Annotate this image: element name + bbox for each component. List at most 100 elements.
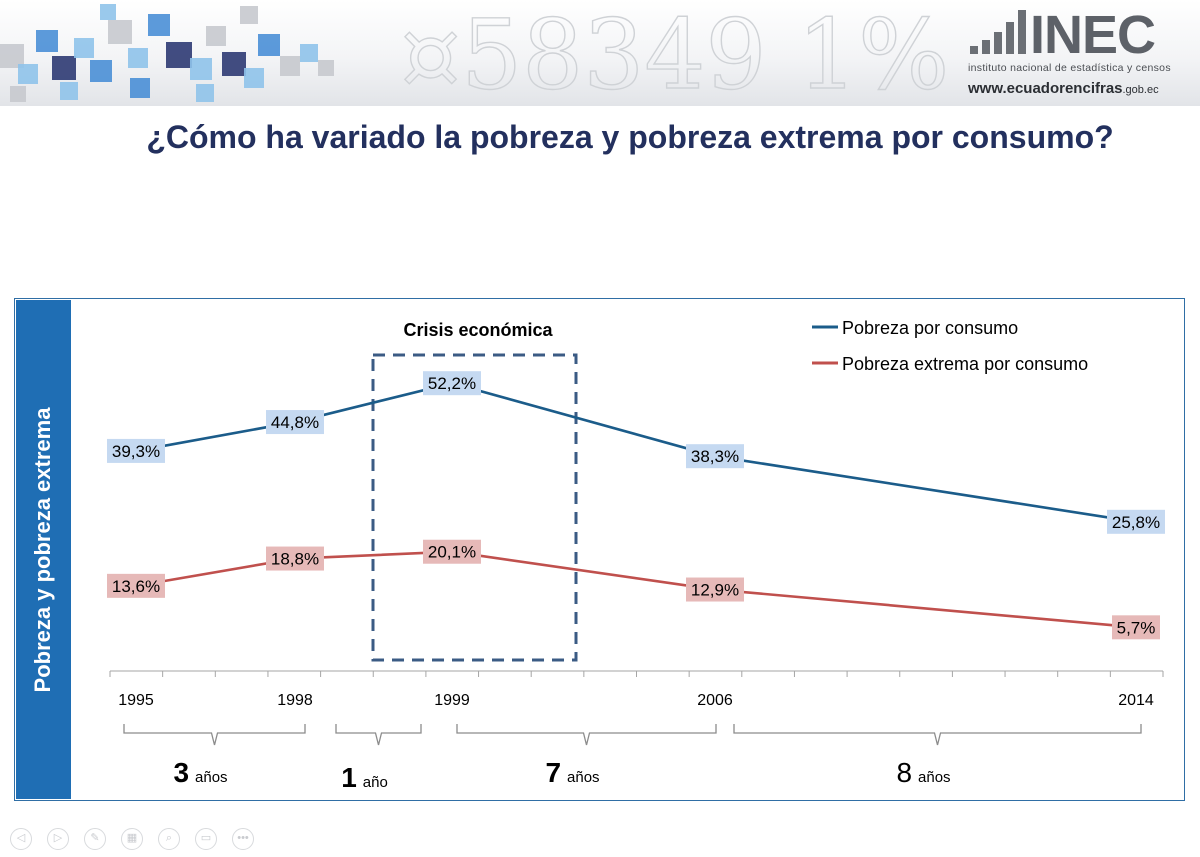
decorative-cube-4 <box>74 38 94 58</box>
interval-unit: año <box>363 774 388 791</box>
interval-unit: años <box>567 769 600 786</box>
interval-number: 1 <box>341 762 357 793</box>
chart-frame <box>14 298 1185 801</box>
decorative-cube-2 <box>36 30 58 52</box>
decorative-cube-21 <box>10 86 26 102</box>
brand-url-suffix: .gob.ec <box>1122 84 1159 96</box>
interval-brace <box>733 724 1142 746</box>
decorative-cube-20 <box>196 84 214 102</box>
data-label-text: 12,9% <box>691 581 739 600</box>
data-label-background <box>423 371 481 396</box>
data-label: 12,9% <box>686 577 744 602</box>
data-label-background <box>266 410 324 435</box>
data-label: 38,3% <box>686 444 744 469</box>
x-tick-label: 1995 <box>118 692 154 709</box>
data-label-text: 18,8% <box>271 550 319 569</box>
data-label-text: 44,8% <box>271 413 319 432</box>
x-tick-label: 2006 <box>697 692 733 709</box>
data-label: 20,1% <box>423 539 481 564</box>
decorative-cube-19 <box>130 78 150 98</box>
data-label-background <box>107 573 165 598</box>
decorative-cube-13 <box>244 68 264 88</box>
zoom-button[interactable]: ⌕ <box>158 828 180 850</box>
decorative-cube-22 <box>240 6 258 24</box>
brand-url-main: www.ecuadorencifras <box>968 80 1123 97</box>
decorative-cube-14 <box>258 34 280 56</box>
data-label: 13,6% <box>107 573 165 598</box>
video-button[interactable]: ▭ <box>195 828 217 850</box>
data-label-text: 25,8% <box>1112 513 1160 532</box>
x-tick-label: 2014 <box>1118 692 1154 709</box>
decorative-cube-6 <box>108 20 132 44</box>
data-label: 52,2% <box>423 371 481 396</box>
more-options-icon: ••• <box>237 832 249 844</box>
interval-label: 8 años <box>896 757 950 788</box>
decorative-cube-11 <box>206 26 226 46</box>
decorative-cube-16 <box>300 44 318 62</box>
inec-logo-bar-0 <box>970 46 978 54</box>
decorative-cube-pattern: ¤58349 1% <box>0 0 1026 106</box>
inec-logo-bar-2 <box>994 32 1002 54</box>
inec-logo-bar-3 <box>1006 22 1014 54</box>
decorative-cube-7 <box>128 48 148 68</box>
data-label-text: 20,1% <box>428 543 476 562</box>
decorative-cube-8 <box>148 14 170 36</box>
data-label-text: 13,6% <box>112 577 160 596</box>
crisis-annotation-label: Crisis económica <box>403 320 553 340</box>
data-label-background <box>1107 509 1165 534</box>
decorative-digits: ¤58349 1% <box>399 0 950 106</box>
data-label-text: 5,7% <box>1117 618 1156 637</box>
decorative-cube-15 <box>280 56 300 76</box>
next-slide-button[interactable]: ▷ <box>47 828 69 850</box>
interval-brace <box>335 724 422 746</box>
data-label: 18,8% <box>266 546 324 571</box>
data-label-background <box>686 444 744 469</box>
page-title: ¿Cómo ha variado la pobreza y pobreza ex… <box>146 119 1114 155</box>
see-all-slides-icon: ▦ <box>126 832 138 844</box>
brand-subtitle: instituto nacional de estadística y cens… <box>968 62 1171 74</box>
data-label: 5,7% <box>1112 615 1160 640</box>
see-all-slides-button[interactable]: ▦ <box>121 828 143 850</box>
interval-label: 7 años <box>545 757 599 788</box>
video-icon: ▭ <box>200 832 212 844</box>
data-label-background <box>686 577 744 602</box>
data-label-text: 38,3% <box>691 447 739 466</box>
interval-unit: años <box>918 769 951 786</box>
inec-logo-bar-1 <box>982 40 990 54</box>
interval-label: 1 año <box>341 762 388 793</box>
inec-logo: INEC <box>1030 5 1156 65</box>
interval-label: 3 años <box>173 757 227 788</box>
legend-label: Pobreza extrema por consumo <box>842 354 1088 374</box>
decorative-digits-text: ¤58349 1% <box>400 0 949 106</box>
data-label: 39,3% <box>107 438 165 463</box>
side-label-band <box>16 300 71 799</box>
decorative-cube-9 <box>166 42 192 68</box>
pen-tool-icon: ✎ <box>90 832 100 844</box>
data-label-background <box>266 546 324 571</box>
brand-url[interactable]: www.ecuadorencifras.gob.ec <box>968 80 1159 97</box>
x-tick-label: 1999 <box>434 692 470 709</box>
decorative-cube-17 <box>318 60 334 76</box>
pen-tool-button[interactable]: ✎ <box>84 828 106 850</box>
decorative-cube-10 <box>190 58 212 80</box>
data-label: 44,8% <box>266 410 324 435</box>
decorative-cube-5 <box>90 60 112 82</box>
data-label-background <box>107 438 165 463</box>
data-label-background <box>1112 615 1160 640</box>
interval-unit: años <box>195 769 228 786</box>
previous-slide-button[interactable]: ◁ <box>10 828 32 850</box>
data-label: 25,8% <box>1107 509 1165 534</box>
x-tick-label: 1998 <box>277 692 313 709</box>
inec-logo-bars-icon <box>970 10 1026 54</box>
zoom-icon: ⌕ <box>165 832 173 844</box>
more-options-button[interactable]: ••• <box>232 828 254 850</box>
decorative-cube-18 <box>60 82 78 100</box>
header-banner: ¤58349 1% INEC instituto nacional de est… <box>0 0 1200 106</box>
interval-brace <box>123 724 306 746</box>
previous-slide-icon: ◁ <box>16 832 26 844</box>
next-slide-icon: ▷ <box>53 832 63 844</box>
interval-number: 7 <box>545 757 561 788</box>
legend-label: Pobreza por consumo <box>842 318 1018 338</box>
decorative-cube-12 <box>222 52 246 76</box>
interval-number: 8 <box>896 757 912 788</box>
